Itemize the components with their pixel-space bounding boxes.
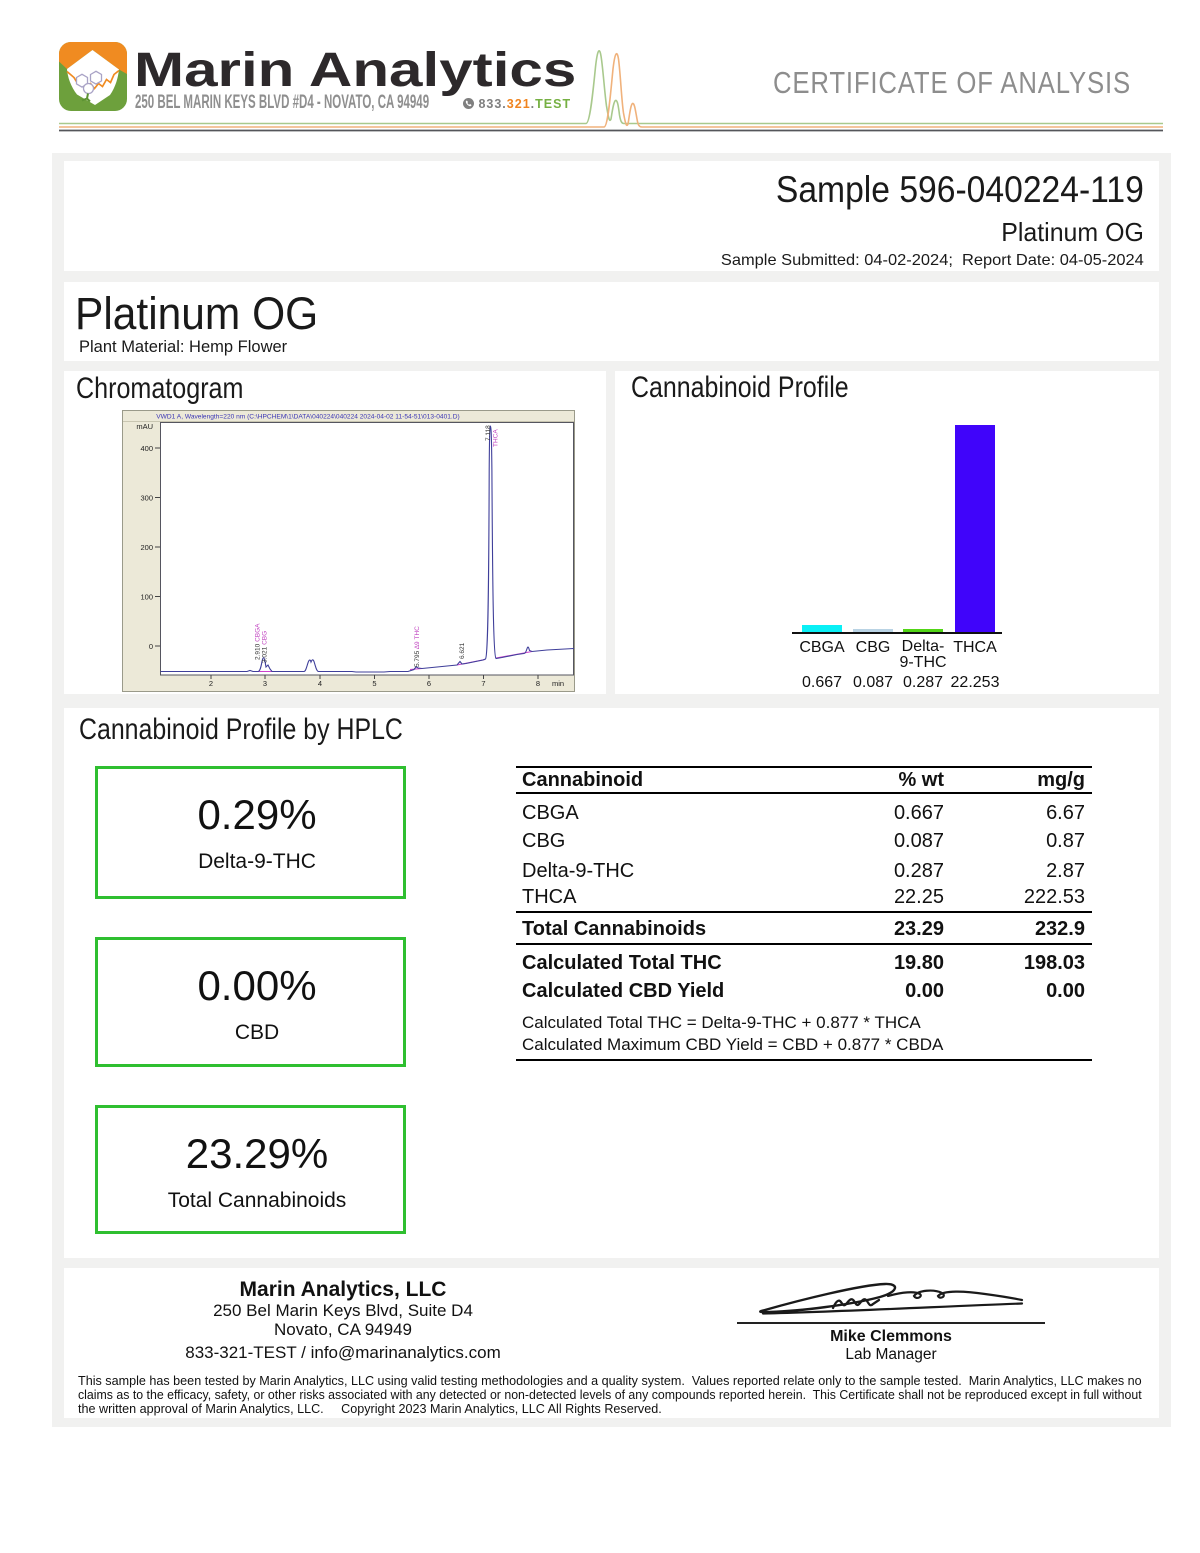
svg-text:8: 8 xyxy=(536,679,540,688)
svg-text:3.021 CBG: 3.021 CBG xyxy=(262,631,269,663)
svg-text:2.910 CBGA: 2.910 CBGA xyxy=(255,623,262,660)
svg-text:7: 7 xyxy=(481,679,485,688)
svg-text:5.795 Δ9 THC: 5.795 Δ9 THC xyxy=(414,626,421,667)
svg-text:5: 5 xyxy=(372,679,376,688)
svg-text:6: 6 xyxy=(427,679,431,688)
svg-text:2: 2 xyxy=(209,679,213,688)
svg-text:0: 0 xyxy=(149,642,153,651)
svg-text:4: 4 xyxy=(318,679,322,688)
svg-text:7.118: 7.118 xyxy=(485,425,492,441)
svg-text:400: 400 xyxy=(140,444,153,453)
svg-text:VWD1 A, Wavelength=220 nm (C:\: VWD1 A, Wavelength=220 nm (C:\HPCHEM\1\D… xyxy=(156,414,459,421)
svg-text:3: 3 xyxy=(263,679,267,688)
svg-text:300: 300 xyxy=(140,494,153,503)
svg-text:6.621: 6.621 xyxy=(459,642,466,659)
svg-text:100: 100 xyxy=(140,593,153,602)
svg-text:min: min xyxy=(552,679,564,688)
svg-text:200: 200 xyxy=(140,543,153,552)
svg-text:mAU: mAU xyxy=(136,422,153,431)
svg-text:THCA: THCA xyxy=(493,429,500,447)
